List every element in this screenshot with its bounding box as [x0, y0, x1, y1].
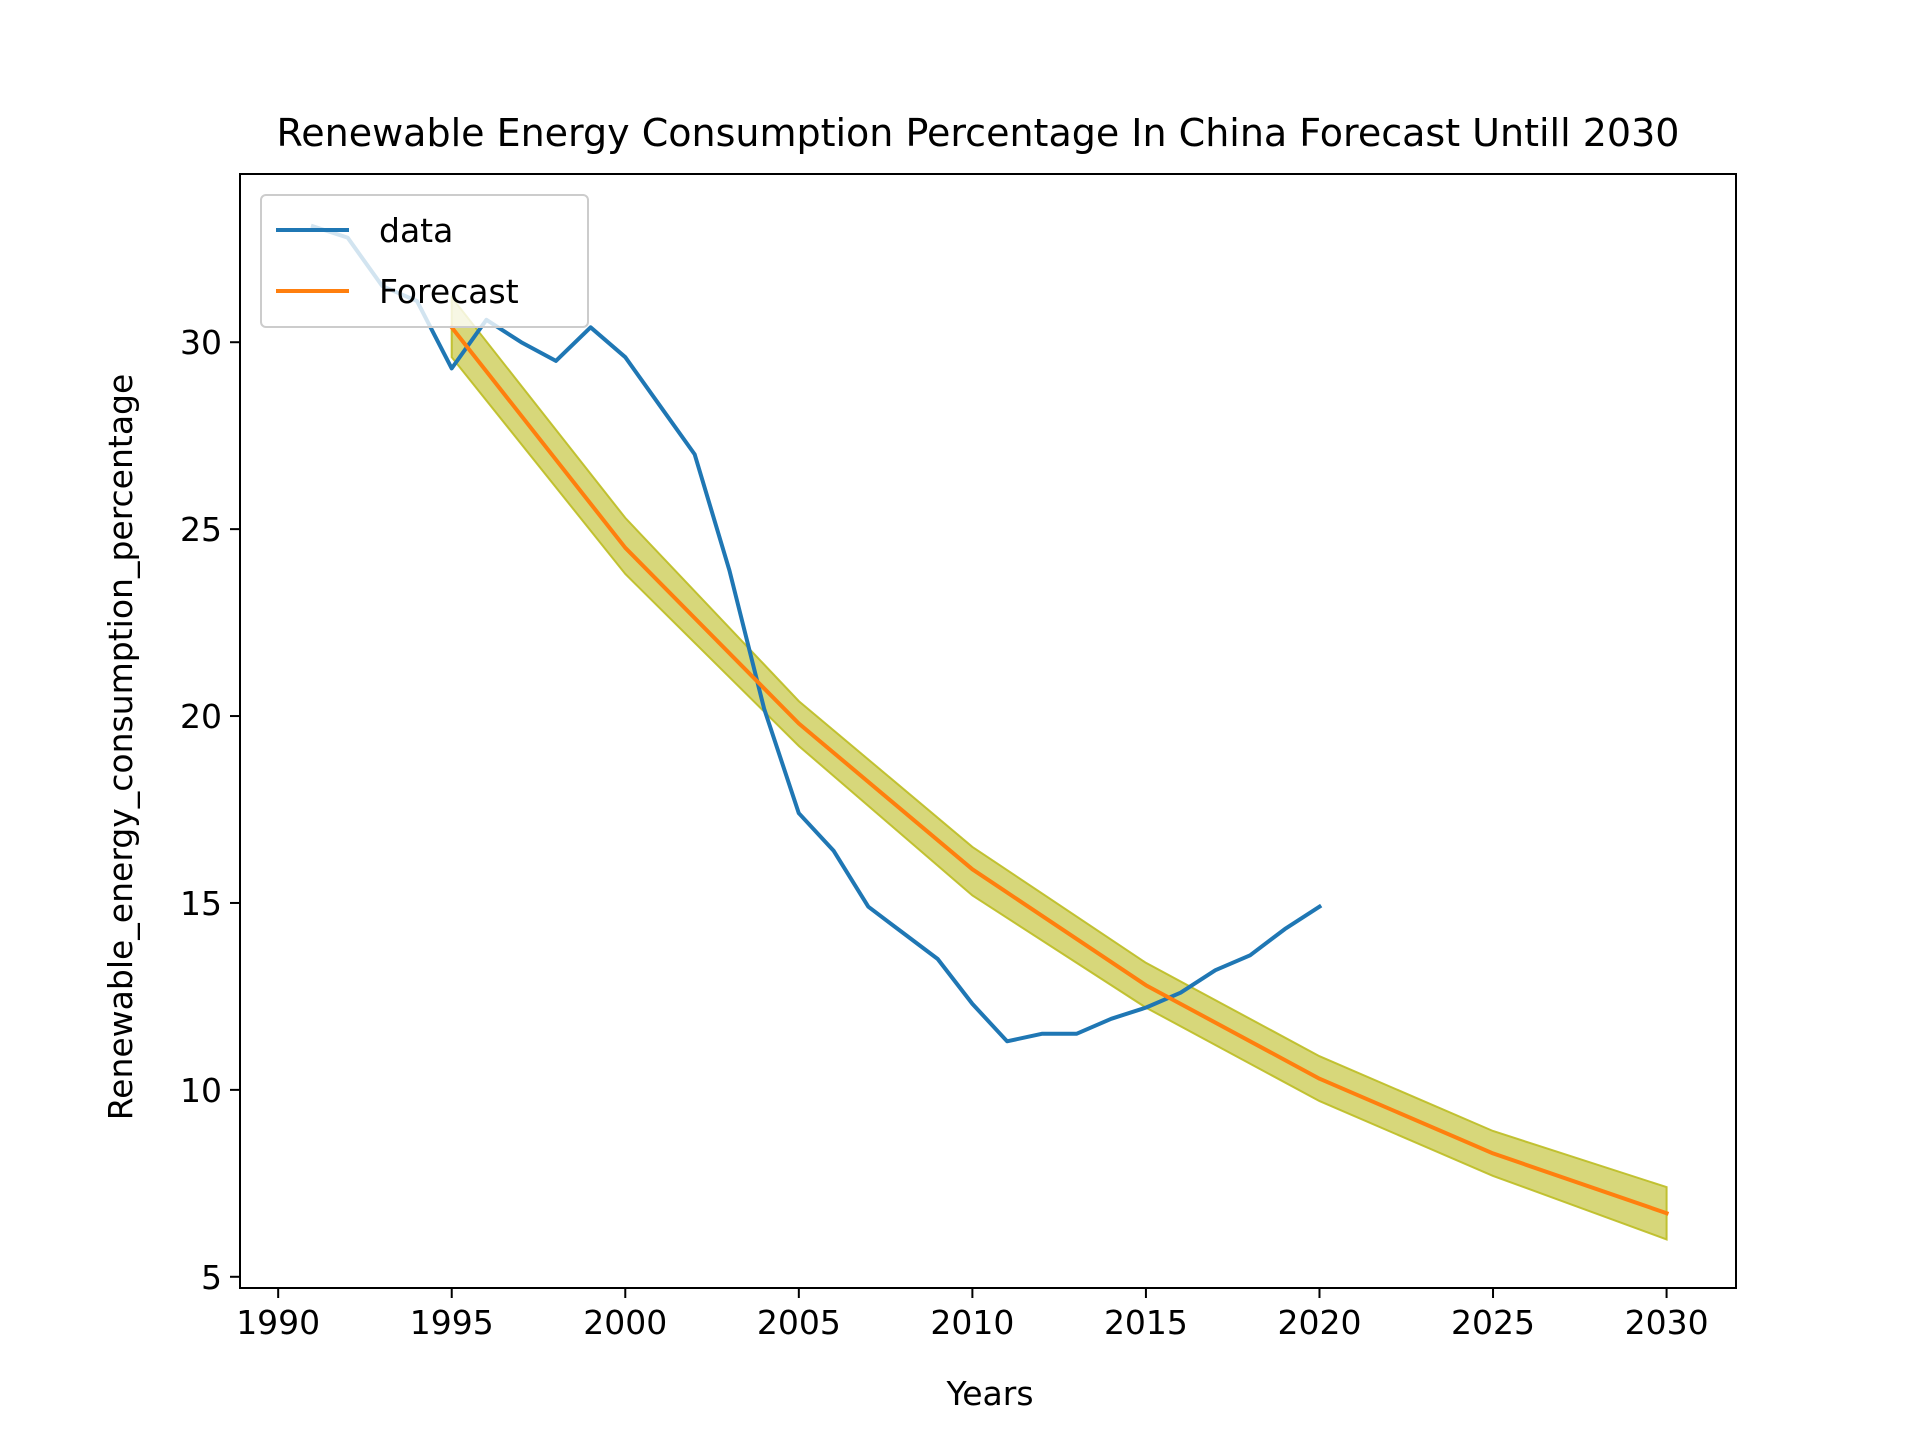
data-point-forecast — [1491, 1151, 1495, 1155]
x-tick-label: 2020 — [1277, 1303, 1361, 1342]
data-point-data — [832, 849, 836, 853]
data-point-data — [1040, 1032, 1044, 1036]
y-tick-label: 20 — [180, 697, 222, 736]
axes: 1990 1995 2000 2005 2010 2015 2020 2025 20305101… — [180, 173, 1737, 1342]
x-tick-label: 2010 — [930, 1303, 1014, 1342]
data-point-data — [623, 355, 627, 359]
x-tick-label: 1990 — [236, 1303, 320, 1342]
legend-label-data: data — [379, 211, 453, 250]
data-point-data — [1283, 927, 1287, 931]
legend: data Forecast — [260, 194, 589, 328]
x-tick-label: 2005 — [757, 1303, 841, 1342]
x-tick-label: 1995 — [410, 1303, 494, 1342]
plot-frame — [239, 173, 1737, 1289]
data-point-data — [554, 359, 558, 363]
data-point-data — [1005, 1039, 1009, 1043]
data-point-data — [519, 340, 523, 344]
data-point-data — [1179, 991, 1183, 995]
forecast-confidence-band — [450, 294, 1668, 1241]
data-point-data — [1213, 968, 1217, 972]
data-point-forecast — [623, 546, 627, 550]
data-point-data — [1109, 1017, 1113, 1021]
y-tick-label: 10 — [180, 1071, 222, 1110]
data-point-data — [1075, 1032, 1079, 1036]
data-point-data — [901, 931, 905, 935]
data-point-forecast — [970, 867, 974, 871]
data-point-data — [1248, 953, 1252, 957]
y-tick-label: 30 — [180, 323, 222, 362]
y-tick-label: 25 — [180, 510, 222, 549]
x-tick-label: 2000 — [583, 1303, 667, 1342]
series-line-data — [310, 223, 1323, 1044]
data-point-data — [589, 325, 593, 329]
plot-area — [310, 223, 1670, 1241]
data-point-forecast — [797, 722, 801, 726]
data-point-forecast — [1665, 1211, 1669, 1215]
data-point-data — [693, 452, 697, 456]
data-point-data — [866, 905, 870, 909]
data-point-data — [936, 957, 940, 961]
data-point-data — [658, 404, 662, 408]
data-point-forecast — [1144, 983, 1148, 987]
data-point-data — [762, 707, 766, 711]
data-point-data — [1318, 905, 1322, 909]
x-tick-label: 2015 — [1104, 1303, 1188, 1342]
x-tick-label: 2030 — [1625, 1303, 1709, 1342]
data-point-data — [1144, 1006, 1148, 1010]
y-axis-label: Renewable_energy_consumption_percentage — [101, 374, 140, 1121]
data-point-data — [727, 568, 731, 572]
data-point-data — [970, 1002, 974, 1006]
y-tick-label: 15 — [180, 884, 222, 923]
x-tick-label: 2025 — [1451, 1303, 1535, 1342]
data-point-data — [450, 366, 454, 370]
data-point-forecast — [1318, 1077, 1322, 1081]
data-point-data — [797, 811, 801, 815]
chart-title: Renewable Energy Consumption Percentage … — [277, 111, 1680, 155]
y-tick-label: 5 — [201, 1258, 222, 1297]
legend-label-forecast: Forecast — [379, 272, 519, 311]
series-line-forecast — [448, 324, 1670, 1216]
x-axis-label: Years — [945, 1374, 1033, 1413]
